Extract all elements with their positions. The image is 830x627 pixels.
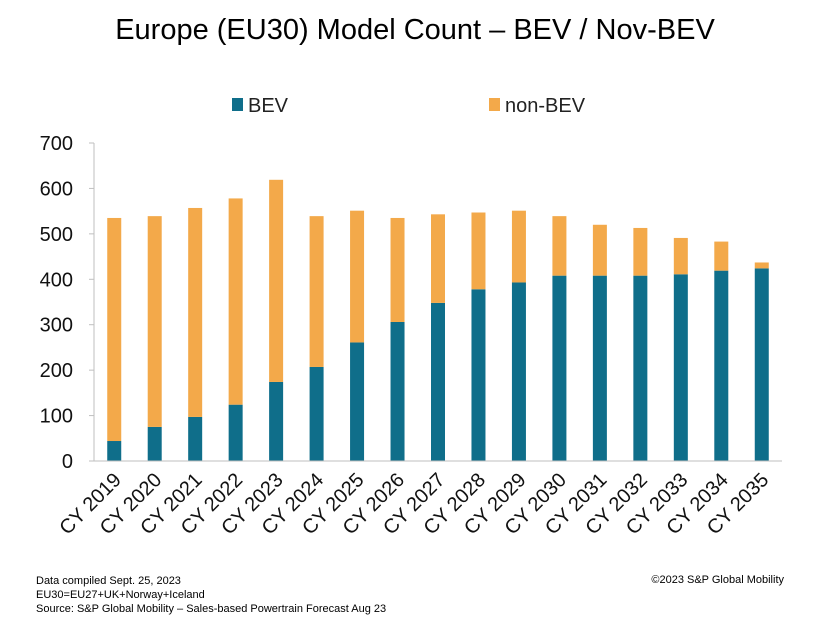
legend-label-bev: BEV [248, 95, 289, 117]
bar-non-bev-cy-2033 [673, 237, 688, 275]
bar-non-bev-cy-2024 [309, 216, 324, 367]
legend: BEV non-BEV [232, 95, 586, 117]
y-axis: 0 100 200 300 400 500 600 700 [40, 133, 95, 473]
bar-bev-cy-2020 [147, 426, 162, 461]
bar-non-bev-cy-2019 [107, 217, 122, 442]
bar-non-bev-cy-2023 [269, 179, 284, 382]
bar-bev-cy-2025 [350, 342, 365, 461]
bar-bev-cy-2027 [431, 302, 445, 461]
y-tick-label: 0 [62, 451, 73, 473]
bar-non-bev-cy-2028 [471, 212, 486, 290]
bar-non-bev-cy-2026 [390, 217, 405, 322]
y-tick-label: 300 [40, 315, 73, 337]
bar-non-bev-cy-2021 [188, 207, 203, 417]
bar-bev-cy-2022 [228, 404, 243, 461]
bar-non-bev-cy-2032 [633, 227, 648, 276]
legend-label-non-bev: non-BEV [505, 95, 586, 117]
bar-bev-cy-2029 [511, 282, 526, 461]
bar-bev-cy-2024 [309, 366, 324, 461]
bar-non-bev-cy-2031 [592, 224, 607, 276]
legend-swatch-non-bev [489, 98, 500, 111]
footnote-compiled: Data compiled Sept. 25, 2023 [36, 575, 181, 587]
y-tick-label: 400 [40, 269, 73, 291]
bar-non-bev-cy-2034 [714, 241, 729, 271]
bar-non-bev-cy-2027 [431, 214, 445, 303]
footnote-definition: EU30=EU27+UK+Norway+Iceland [36, 589, 205, 601]
bar-bev-cy-2031 [592, 275, 607, 461]
y-tick-label: 200 [40, 360, 73, 382]
bar-bev-cy-2034 [714, 270, 729, 461]
chart-title: Europe (EU30) Model Count – BEV / Nov-BE… [115, 14, 715, 46]
bar-non-bev-cy-2025 [350, 210, 365, 343]
bar-bev-cy-2026 [390, 321, 405, 461]
footnote-source: Source: S&P Global Mobility – Sales-base… [36, 603, 387, 615]
bar-non-bev-cy-2029 [511, 210, 526, 283]
y-tick-label: 600 [40, 178, 73, 200]
y-tick-label: 500 [40, 224, 73, 246]
y-tick-label: 700 [40, 133, 73, 155]
bar-bev-cy-2035 [754, 268, 769, 461]
bar-bev-cy-2028 [471, 289, 486, 461]
y-tick-label: 100 [40, 406, 73, 428]
bar-non-bev-cy-2020 [147, 216, 162, 427]
bar-non-bev-cy-2022 [228, 198, 243, 405]
bar-bev-cy-2032 [633, 275, 648, 461]
copyright-notice: ©2023 S&P Global Mobility [651, 574, 784, 586]
bar-bev-cy-2019 [107, 441, 122, 461]
bars [107, 179, 769, 461]
bar-bev-cy-2023 [269, 381, 284, 461]
bar-non-bev-cy-2035 [754, 262, 769, 269]
bar-non-bev-cy-2030 [552, 216, 567, 276]
bar-bev-cy-2030 [552, 275, 567, 461]
bar-bev-cy-2033 [673, 274, 688, 461]
legend-swatch-bev [232, 98, 243, 111]
bar-bev-cy-2021 [188, 416, 203, 461]
